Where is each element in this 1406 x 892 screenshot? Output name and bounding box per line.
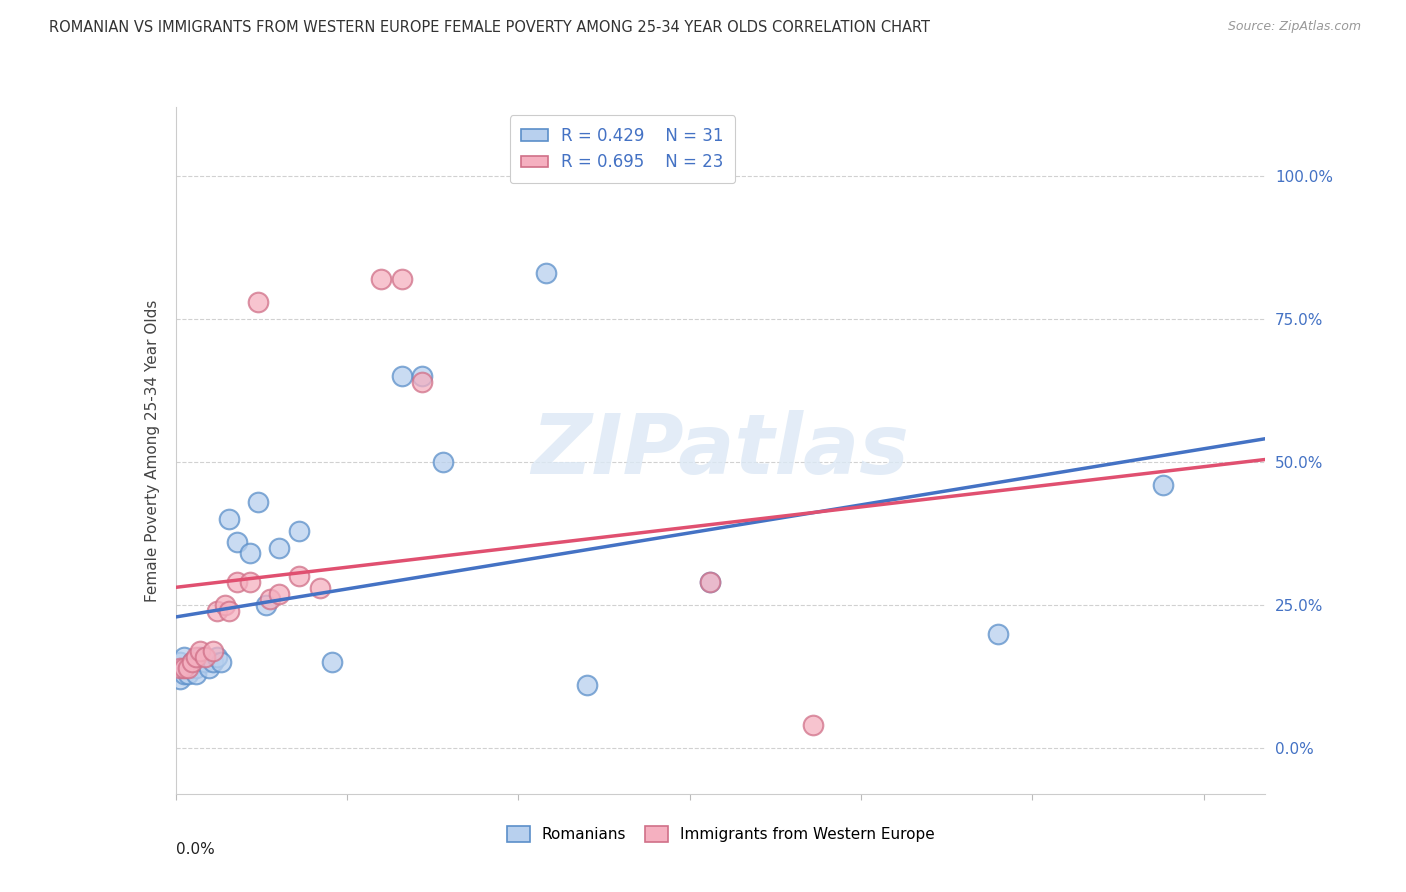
Point [209, 655, 232, 669]
Point [205, 604, 228, 618]
Point [173, 666, 195, 681]
Point [205, 649, 228, 664]
Point [267, 541, 290, 555]
Point [391, 271, 413, 285]
Point [432, 455, 454, 469]
Point [193, 649, 215, 664]
Point [218, 604, 240, 618]
Point [186, 666, 208, 681]
Point [259, 592, 281, 607]
Point [190, 644, 212, 658]
Point [411, 375, 433, 389]
Point [214, 598, 236, 612]
Text: ROMANIAN VS IMMIGRANTS FROM WESTERN EUROPE FEMALE POVERTY AMONG 25-34 YEAR OLDS : ROMANIAN VS IMMIGRANTS FROM WESTERN EURO… [49, 20, 931, 35]
Point [186, 649, 208, 664]
Point [254, 598, 277, 612]
Point [391, 369, 413, 384]
Point [321, 655, 343, 669]
Point [201, 655, 224, 669]
Point [575, 678, 598, 692]
Point [801, 718, 824, 732]
Point [226, 535, 249, 549]
Point [186, 661, 208, 675]
Point [177, 666, 200, 681]
Point [1152, 478, 1174, 492]
Text: ZIPatlas: ZIPatlas [531, 410, 910, 491]
Text: 0.0%: 0.0% [176, 842, 215, 857]
Point [239, 575, 262, 590]
Point [190, 649, 212, 664]
Point [169, 661, 191, 675]
Point [218, 512, 240, 526]
Point [181, 655, 204, 669]
Point [169, 655, 191, 669]
Legend: Romanians, Immigrants from Western Europe: Romanians, Immigrants from Western Europ… [501, 820, 941, 848]
Point [239, 546, 262, 561]
Y-axis label: Female Poverty Among 25-34 Year Olds: Female Poverty Among 25-34 Year Olds [145, 300, 160, 601]
Point [987, 626, 1010, 640]
Point [173, 649, 195, 664]
Point [267, 586, 290, 600]
Point [699, 575, 721, 590]
Text: Source: ZipAtlas.com: Source: ZipAtlas.com [1227, 20, 1361, 33]
Point [193, 655, 215, 669]
Point [411, 369, 433, 384]
Point [288, 569, 311, 583]
Point [173, 661, 195, 675]
Point [197, 661, 219, 675]
Point [370, 271, 392, 285]
Point [201, 644, 224, 658]
Point [226, 575, 249, 590]
Point [288, 524, 311, 538]
Point [534, 266, 557, 280]
Point [181, 655, 204, 669]
Point [246, 495, 269, 509]
Point [246, 294, 269, 309]
Point [308, 581, 330, 595]
Point [699, 575, 721, 590]
Point [177, 661, 200, 675]
Point [169, 673, 191, 687]
Point [177, 661, 200, 675]
